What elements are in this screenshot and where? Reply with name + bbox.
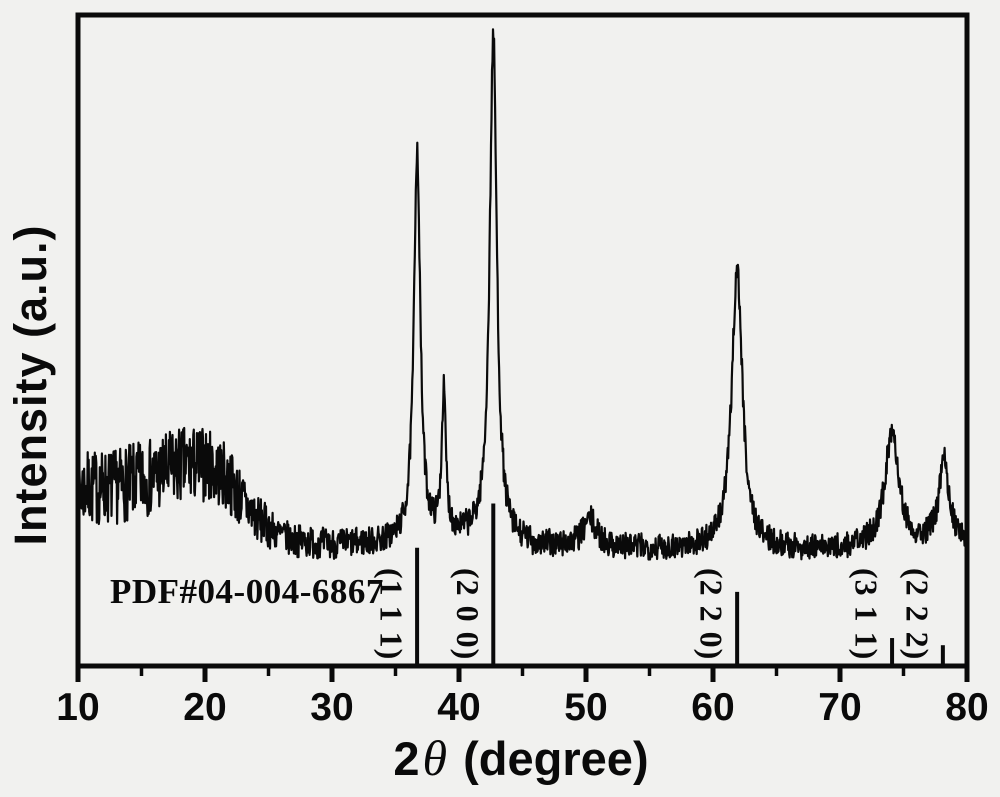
reference-card-label: PDF#04-004-6867 xyxy=(110,572,384,611)
x-tick-label: 30 xyxy=(310,686,354,729)
xrd-trace xyxy=(76,28,969,561)
x-tick-label: 50 xyxy=(564,686,608,729)
x-tick-label: 20 xyxy=(183,686,227,729)
hkl-label: (2 0 0) xyxy=(449,567,486,660)
x-tick-label: 60 xyxy=(691,686,735,729)
x-tick-label: 10 xyxy=(56,686,100,729)
x-tick-label: 80 xyxy=(945,686,989,729)
hkl-label: (2 2 0) xyxy=(693,567,730,660)
x-tick-label: 40 xyxy=(437,686,481,729)
hkl-label: (3 1 1) xyxy=(848,567,885,660)
x-axis-title: 2θ (degree) xyxy=(393,730,649,786)
y-axis-title: Intensity (a.u.) xyxy=(5,224,56,546)
hkl-label: (1 1 1) xyxy=(373,567,410,660)
hkl-label: (2 2 2) xyxy=(899,567,936,660)
plot-frame xyxy=(75,12,970,669)
x-tick-label: 70 xyxy=(818,686,862,729)
